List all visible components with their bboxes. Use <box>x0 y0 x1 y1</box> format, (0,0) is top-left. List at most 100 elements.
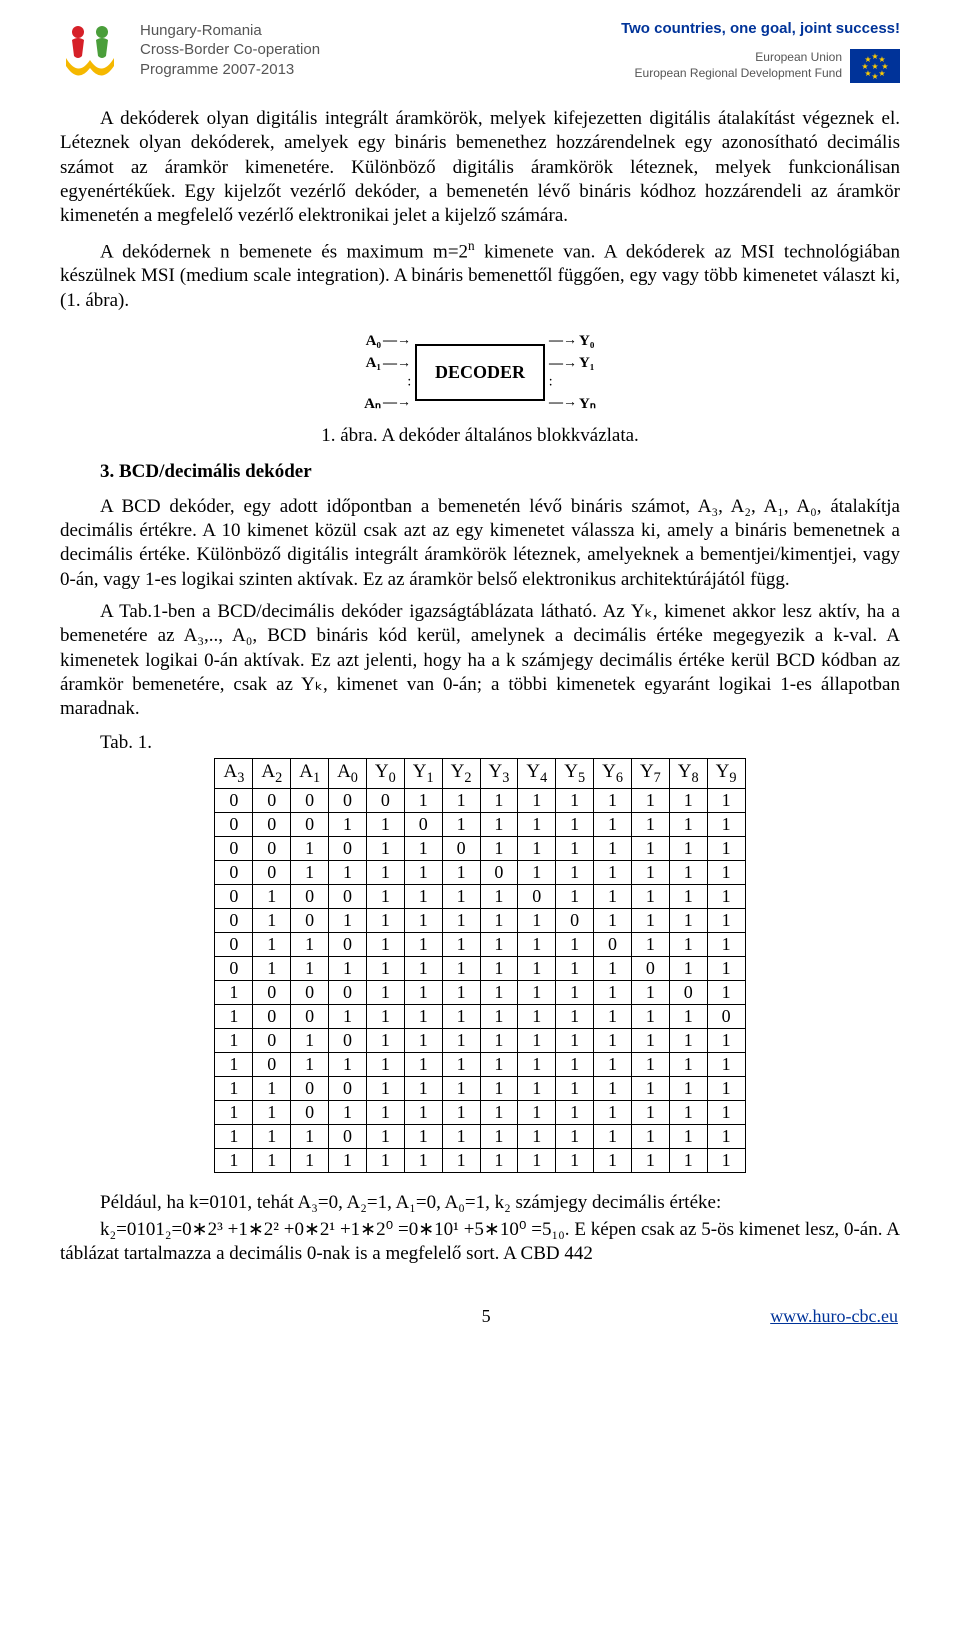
table-cell: 1 <box>404 1125 442 1149</box>
table-cell: 0 <box>404 813 442 837</box>
table-cell: 0 <box>215 957 253 981</box>
table-cell: 1 <box>669 861 707 885</box>
figure-caption: 1. ábra. A dekóder általános blokkvázlat… <box>60 425 900 447</box>
table-cell: 0 <box>594 933 632 957</box>
table-cell: 1 <box>518 1077 556 1101</box>
table-cell: 0 <box>291 981 329 1005</box>
table-cell: 1 <box>480 813 518 837</box>
table-header-cell: Y0 <box>366 758 404 789</box>
p2-part-a: A dekódernek n bemenete és maximum m=2 <box>100 241 468 262</box>
table-header-cell: A3 <box>215 758 253 789</box>
table-cell: 0 <box>329 1125 367 1149</box>
table-cell: 1 <box>707 789 745 813</box>
table-cell: 1 <box>291 957 329 981</box>
truth-table-body: 0000011111111100011011111111001011011111… <box>215 789 745 1173</box>
body-text-3: Például, ha k=0101, tehát A₃=0, A₂=1, A₁… <box>60 1191 900 1266</box>
table-cell: 1 <box>291 933 329 957</box>
table-cell: 1 <box>366 909 404 933</box>
arrow-icon: ―→ <box>549 356 577 372</box>
input-an: Aₙ―→ <box>364 394 411 413</box>
table-cell: 0 <box>215 933 253 957</box>
table-cell: 1 <box>556 837 594 861</box>
table-cell: 1 <box>480 957 518 981</box>
truth-table-head: A3A2A1A0Y0Y1Y2Y3Y4Y5Y6Y7Y8Y9 <box>215 758 745 789</box>
eu-line2: European Regional Development Fund <box>635 66 842 82</box>
table-cell: 1 <box>556 861 594 885</box>
table-cell: 1 <box>442 957 480 981</box>
output-yn: ―→Yₙ <box>549 394 596 413</box>
p2-sup: n <box>468 238 475 253</box>
footer-url[interactable]: www.huro-cbc.eu <box>770 1306 898 1327</box>
table-cell: 1 <box>669 885 707 909</box>
table-cell: 1 <box>404 1053 442 1077</box>
table-cell: 1 <box>556 981 594 1005</box>
table-cell: 1 <box>480 1101 518 1125</box>
table-cell: 1 <box>631 1077 669 1101</box>
table-cell: 1 <box>669 1029 707 1053</box>
paragraph-2: A dekódernek n bemenete és maximum m=2n … <box>60 237 900 313</box>
table-cell: 1 <box>631 1101 669 1125</box>
table-cell: 1 <box>329 1053 367 1077</box>
table-cell: 0 <box>329 885 367 909</box>
eu-flag-icon <box>850 49 900 83</box>
table-cell: 1 <box>594 1077 632 1101</box>
arrow-icon: ―→ <box>549 333 577 349</box>
table-cell: 1 <box>518 1005 556 1029</box>
table-cell: 1 <box>442 1029 480 1053</box>
table-cell: 1 <box>556 1125 594 1149</box>
table-cell: 1 <box>707 813 745 837</box>
table-cell: 1 <box>707 837 745 861</box>
table-header-row: A3A2A1A0Y0Y1Y2Y3Y4Y5Y6Y7Y8Y9 <box>215 758 745 789</box>
table-cell: 1 <box>556 1101 594 1125</box>
table-cell: 1 <box>631 885 669 909</box>
table-row: 11111111111111 <box>215 1149 745 1173</box>
table-row: 01011111101111 <box>215 909 745 933</box>
table-cell: 1 <box>594 861 632 885</box>
table-cell: 1 <box>366 933 404 957</box>
table-cell: 1 <box>215 1005 253 1029</box>
table-cell: 1 <box>631 909 669 933</box>
table-cell: 1 <box>556 1077 594 1101</box>
table-cell: 1 <box>480 1149 518 1173</box>
table-header-cell: Y5 <box>556 758 594 789</box>
table-cell: 1 <box>669 1053 707 1077</box>
table-cell: 0 <box>215 813 253 837</box>
table-cell: 1 <box>215 1149 253 1173</box>
body-text-2: A BCD dekóder, egy adott időpontban a be… <box>60 495 900 722</box>
table-cell: 1 <box>631 861 669 885</box>
table-cell: 1 <box>291 837 329 861</box>
paragraph-4: A Tab.1-ben a BCD/decimális dekóder igaz… <box>60 600 900 722</box>
table-cell: 0 <box>215 789 253 813</box>
decoder-figure: A₀―→ A₁―→ ·· Aₙ―→ DECODER ―→Y₀ ―→Y₁ ·· ―… <box>60 333 900 413</box>
table-cell: 0 <box>480 861 518 885</box>
table-cell: 1 <box>366 1005 404 1029</box>
table-cell: 1 <box>253 1101 291 1125</box>
table-cell: 1 <box>669 813 707 837</box>
table-cell: 1 <box>556 933 594 957</box>
table-cell: 1 <box>707 957 745 981</box>
table-cell: 1 <box>253 957 291 981</box>
arrow-icon: ―→ <box>383 333 411 349</box>
table-cell: 0 <box>329 981 367 1005</box>
table-cell: 1 <box>442 1149 480 1173</box>
table-cell: 1 <box>253 885 291 909</box>
paragraph-5-formula: k₂=0101₂=0∗2³ +1∗2² +0∗2¹ +1∗2⁰ =0∗10¹ +… <box>60 1218 900 1267</box>
table-cell: 1 <box>707 885 745 909</box>
table-cell: 1 <box>442 861 480 885</box>
table-row: 11001111111111 <box>215 1077 745 1101</box>
table-cell: 1 <box>329 1101 367 1125</box>
table-cell: 1 <box>442 1053 480 1077</box>
decoder-box: DECODER <box>415 344 545 401</box>
table-cell: 1 <box>556 813 594 837</box>
table-cell: 1 <box>404 957 442 981</box>
table-cell: 1 <box>404 789 442 813</box>
table-cell: 1 <box>329 957 367 981</box>
table-cell: 1 <box>253 1077 291 1101</box>
table-cell: 1 <box>518 933 556 957</box>
table-cell: 1 <box>518 1029 556 1053</box>
table-cell: 1 <box>480 837 518 861</box>
body-text: A dekóderek olyan digitális integrált ár… <box>60 107 900 313</box>
table-cell: 1 <box>366 1149 404 1173</box>
table-cell: 1 <box>442 1005 480 1029</box>
table-cell: 0 <box>215 885 253 909</box>
